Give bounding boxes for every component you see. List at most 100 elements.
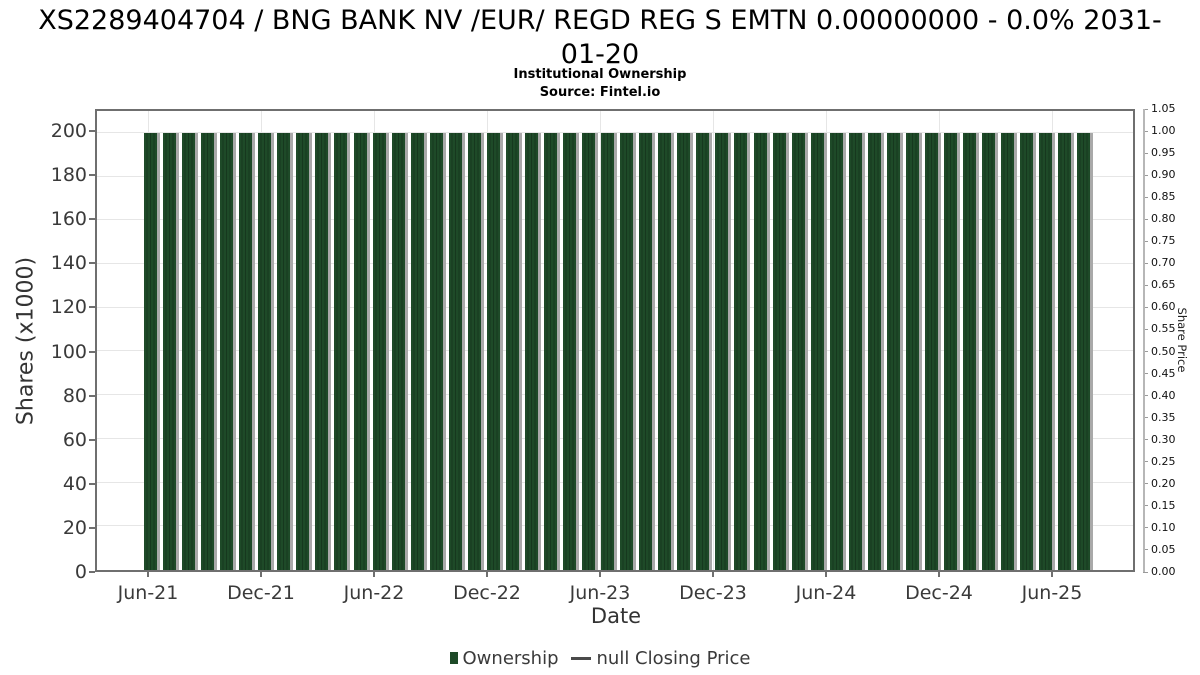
ownership-bar bbox=[886, 132, 903, 570]
y-tick-label-right: 0.40 bbox=[1151, 388, 1176, 402]
ownership-bar bbox=[677, 132, 694, 570]
right-axis-line bbox=[1143, 109, 1145, 572]
bar-slot bbox=[276, 111, 295, 570]
y-tick-label-left: 60 bbox=[62, 428, 87, 451]
y-tick-mark-left bbox=[89, 571, 95, 573]
ownership-bar bbox=[486, 132, 503, 570]
bar-slot bbox=[810, 111, 829, 570]
y-tick-mark-right bbox=[1143, 284, 1148, 286]
bar-slot bbox=[314, 111, 333, 570]
bar-slot bbox=[657, 111, 676, 570]
y-tick-label-right: 0.25 bbox=[1151, 454, 1176, 468]
legend-ownership-label: Ownership bbox=[462, 647, 559, 669]
x-tick-mark bbox=[147, 572, 149, 577]
chart-subtitle: Institutional Ownership bbox=[513, 67, 687, 82]
bar-slot bbox=[333, 111, 352, 570]
ownership-bar bbox=[715, 132, 732, 570]
y-tick-mark-right bbox=[1143, 174, 1148, 176]
ownership-bar bbox=[524, 132, 541, 570]
legend: Ownership null Closing Price bbox=[0, 645, 1200, 671]
legend-closing-price-label: null Closing Price bbox=[596, 647, 751, 669]
ownership-bar bbox=[1039, 132, 1056, 570]
ownership-bar bbox=[791, 132, 808, 570]
y-tick-mark-right bbox=[1143, 262, 1148, 264]
y-tick-label-right: 0.90 bbox=[1151, 168, 1176, 182]
chart-title: XS2289404704 / BNG BANK NV /EUR/ REGD RE… bbox=[38, 5, 1162, 70]
ownership-bar bbox=[391, 132, 408, 570]
bar-slot bbox=[238, 111, 257, 570]
ownership-bar bbox=[848, 132, 865, 570]
bar-slot bbox=[981, 111, 1000, 570]
y-tick-mark-right bbox=[1143, 439, 1148, 441]
chart-source-attribution: Source: Fintel.io bbox=[539, 85, 661, 100]
ownership-bar bbox=[220, 132, 237, 570]
bar-slot bbox=[543, 111, 562, 570]
x-tick-label: Jun-24 bbox=[795, 582, 857, 604]
y-tick-label-right: 0.95 bbox=[1151, 146, 1176, 160]
gridline-vertical bbox=[600, 111, 601, 570]
y-tick-mark-left bbox=[89, 262, 95, 265]
gridline-horizontal bbox=[97, 131, 1133, 133]
y-tick-label-left: 40 bbox=[62, 472, 87, 495]
y-tick-mark-left bbox=[89, 174, 95, 177]
bar-slot bbox=[905, 111, 924, 570]
bar-slot bbox=[505, 111, 524, 570]
y-tick-label-right: 1.05 bbox=[1151, 102, 1176, 115]
ownership-bar bbox=[315, 132, 332, 570]
y-tick-mark-right bbox=[1143, 373, 1148, 375]
y-tick-mark-right bbox=[1143, 328, 1148, 330]
ownership-bar bbox=[810, 132, 827, 570]
gridline-vertical bbox=[713, 111, 714, 570]
ownership-bar bbox=[448, 132, 465, 570]
x-tick-mark bbox=[486, 572, 488, 577]
bar-slot bbox=[162, 111, 181, 570]
ownership-bar bbox=[201, 132, 218, 570]
y-tick-mark-right bbox=[1143, 240, 1148, 242]
ownership-bar bbox=[296, 132, 313, 570]
x-tick-mark bbox=[599, 572, 601, 577]
y-tick-mark-left bbox=[89, 438, 95, 441]
y-tick-label-right: 0.35 bbox=[1151, 410, 1176, 424]
y-tick-label-right: 0.45 bbox=[1151, 366, 1176, 380]
ownership-bar bbox=[639, 132, 656, 570]
ownership-bar bbox=[829, 132, 846, 570]
y-tick-label-right: 0.10 bbox=[1151, 520, 1176, 534]
ownership-bar bbox=[734, 132, 751, 570]
x-tick-mark bbox=[373, 572, 375, 577]
x-tick-label: Dec-24 bbox=[905, 582, 973, 604]
y-tick-label-left: 100 bbox=[50, 340, 87, 363]
y-tick-mark-right bbox=[1143, 130, 1148, 132]
ownership-bar bbox=[505, 132, 522, 570]
ownership-bar bbox=[163, 132, 180, 570]
bar-slot bbox=[867, 111, 886, 570]
ownership-bar bbox=[467, 132, 484, 570]
y-tick-mark-right bbox=[1143, 461, 1148, 463]
ownership-bar bbox=[1001, 132, 1018, 570]
ownership-bar bbox=[277, 132, 294, 570]
bar-slot bbox=[638, 111, 657, 570]
y-tick-label-right: 0.75 bbox=[1151, 234, 1176, 248]
ownership-bar bbox=[410, 132, 427, 570]
bar-slot bbox=[1038, 111, 1057, 570]
ownership-bar bbox=[905, 132, 922, 570]
bar-slot bbox=[886, 111, 905, 570]
y-tick-label-right: 0.55 bbox=[1151, 322, 1176, 336]
y-tick-label-right: 0.30 bbox=[1151, 432, 1176, 446]
y-tick-mark-right bbox=[1143, 306, 1148, 308]
y-tick-label-left: 120 bbox=[50, 296, 87, 319]
y-tick-label-right: 0.70 bbox=[1151, 256, 1176, 270]
bar-slot bbox=[391, 111, 410, 570]
y-tick-mark-right bbox=[1143, 196, 1148, 198]
ownership-bar bbox=[182, 132, 199, 570]
y-tick-mark-right bbox=[1143, 395, 1148, 397]
bar-slot bbox=[772, 111, 791, 570]
ownership-bar bbox=[1077, 132, 1094, 570]
bar-slot bbox=[410, 111, 429, 570]
y-tick-label-right: 0.85 bbox=[1151, 190, 1176, 204]
bar-slot bbox=[581, 111, 600, 570]
bar-slot bbox=[791, 111, 810, 570]
bar-slot bbox=[600, 111, 619, 570]
bar-slot bbox=[924, 111, 943, 570]
ownership-bar bbox=[563, 132, 580, 570]
